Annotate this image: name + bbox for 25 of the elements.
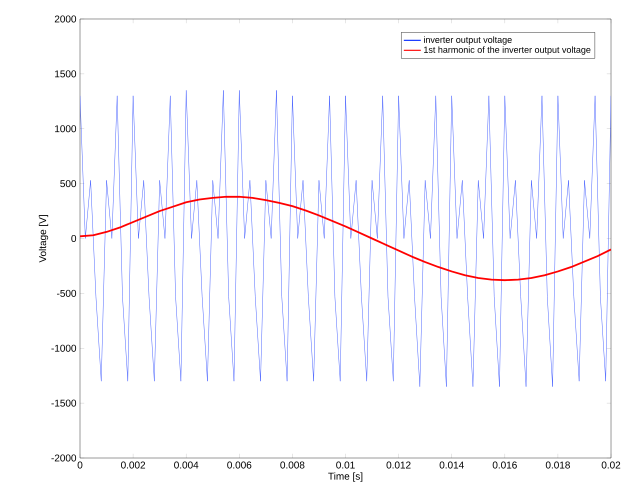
x-tick-label: 0.02 [602,462,620,469]
y-tick-label: 1500 [55,70,76,78]
y-axis-title: Voltage [V] [38,215,48,263]
x-tick-label: 0.006 [227,462,252,469]
x-tick-label: 0.004 [174,462,198,469]
y-tick-label: 500 [60,180,76,188]
x-tick-label: 0.008 [280,462,304,469]
y-tick-label: -500 [56,290,76,297]
legend-label: 1st harmonic of the inverter output voltage [424,46,590,55]
x-tick-label: 0 [78,462,82,469]
x-tick-label: 0.016 [492,462,517,469]
x-tick-label: 0.012 [386,462,411,469]
y-tick-label: 2000 [54,15,76,23]
legend-label: inverter output voltage [424,36,512,45]
y-tick-label: -2000 [51,454,76,462]
line-series [80,90,612,387]
x-tick-label: 0.01 [336,462,355,469]
y-tick-label: 1000 [55,125,76,132]
x-axis-title: Time [s] [328,472,362,482]
x-tick-label: 0.002 [121,462,146,469]
x-tick-label: 0.014 [440,462,464,469]
y-tick-label: -1000 [51,344,76,352]
x-tick-label: 0.018 [546,462,570,469]
y-tick-label: -1500 [51,400,76,407]
y-tick-label: 0 [71,234,76,242]
